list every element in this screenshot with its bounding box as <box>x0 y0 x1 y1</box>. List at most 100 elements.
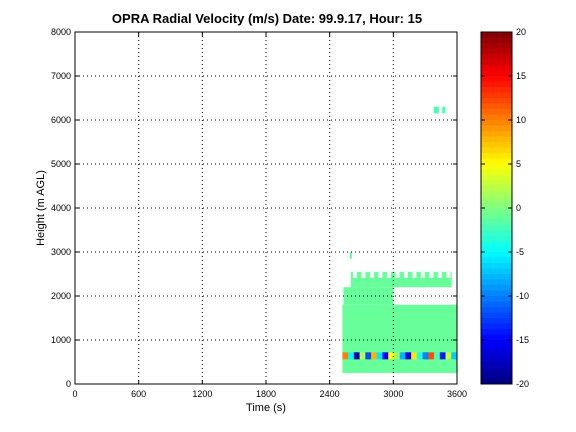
gap-cell-10 <box>437 271 442 278</box>
velocity-region-0 <box>342 304 457 373</box>
y-tick-label-5000: 5000 <box>51 159 71 169</box>
velocity-region-3 <box>349 252 352 259</box>
stripe-cell-6 <box>376 352 383 360</box>
colorbar-band-25 <box>481 169 512 176</box>
colorbar-band-54 <box>481 329 512 335</box>
stripe-cell-0 <box>342 352 349 360</box>
y-tick-label-3000: 3000 <box>51 247 71 257</box>
x-axis-label: Time (s) <box>246 402 286 414</box>
velocity-region-1 <box>343 287 394 305</box>
velocity-region-2 <box>350 271 452 288</box>
y-tick-label-8000: 8000 <box>51 27 71 37</box>
colorbar-band-31 <box>481 202 512 209</box>
colorbar-band-4 <box>481 54 512 60</box>
stripe-cell-17 <box>439 352 446 360</box>
colorbar-band-10 <box>481 87 512 93</box>
colorbar-band-63 <box>481 378 512 385</box>
stripe-cell-13 <box>416 352 423 360</box>
x-tick-label-3000: 3000 <box>383 389 403 399</box>
colorbar-band-12 <box>481 98 512 104</box>
colorbar-band-24 <box>481 164 512 170</box>
gap-cell-1 <box>361 271 366 278</box>
colorbar-band-51 <box>481 312 512 319</box>
stripe-cell-12 <box>411 352 418 360</box>
stripe-cell-19 <box>451 352 458 360</box>
chart-title: OPRA Radial Velocity (m/s) Date: 99.9.17… <box>112 11 422 26</box>
stripe-cell-9 <box>393 352 400 360</box>
colorbar-band-40 <box>481 252 512 258</box>
colorbar-band-37 <box>481 235 512 242</box>
gap-cell-9 <box>429 271 434 278</box>
stripe-cell-8 <box>388 352 395 360</box>
colorbar-band-62 <box>481 373 512 379</box>
colorbar-band-30 <box>481 197 512 203</box>
colorbar-band-17 <box>481 125 512 132</box>
gap-cell-8 <box>420 271 425 278</box>
colorbar-label--5: -5 <box>516 247 524 257</box>
gap-cell-2 <box>369 271 374 278</box>
y-tick-label-6000: 6000 <box>51 115 71 125</box>
colorbar-label-5: 5 <box>516 159 521 169</box>
colorbar-band-44 <box>481 274 512 280</box>
colorbar-band-59 <box>481 356 512 363</box>
colorbar-band-1 <box>481 37 512 44</box>
gap-cell-7 <box>412 271 417 278</box>
colorbar-band-19 <box>481 136 512 143</box>
colorbar-band-22 <box>481 153 512 159</box>
colorbar-band-21 <box>481 147 512 154</box>
colorbar-band-33 <box>481 213 512 220</box>
stripe-cell-1 <box>348 352 355 360</box>
x-tick-label-1200: 1200 <box>192 389 212 399</box>
colorbar-band-38 <box>481 241 512 247</box>
colorbar-band-5 <box>481 59 512 66</box>
stripe-cell-15 <box>428 352 435 360</box>
colorbar-band-61 <box>481 367 512 374</box>
colorbar-band-16 <box>481 120 512 126</box>
x-tick-label-2400: 2400 <box>320 389 340 399</box>
colorbar-label--20: -20 <box>516 379 529 389</box>
colorbar-label-10: 10 <box>516 115 526 125</box>
y-tick-label-4000: 4000 <box>51 203 71 213</box>
colorbar-band-55 <box>481 334 512 341</box>
colorbar-band-36 <box>481 230 512 236</box>
gap-cell-11 <box>446 271 451 278</box>
colorbar-band-26 <box>481 175 512 181</box>
y-axis-label: Height (m AGL) <box>35 170 47 246</box>
stripe-cell-11 <box>405 352 412 360</box>
colorbar-band-43 <box>481 268 512 275</box>
heatmap-cells <box>342 106 458 373</box>
colorbar-band-11 <box>481 92 512 99</box>
stripe-cell-4 <box>365 352 372 360</box>
y-tick-label-0: 0 <box>66 379 71 389</box>
colorbar-label--10: -10 <box>516 291 529 301</box>
colorbar-band-0 <box>481 32 512 38</box>
colorbar-band-49 <box>481 301 512 308</box>
colorbar-band-23 <box>481 158 512 165</box>
colorbar-band-57 <box>481 345 512 352</box>
y-tick-label-1000: 1000 <box>51 335 71 345</box>
colorbar-label-20: 20 <box>516 27 526 37</box>
colorbar-band-48 <box>481 296 512 302</box>
stripe-cell-14 <box>422 352 429 360</box>
colorbar-band-39 <box>481 246 512 253</box>
grid-lines <box>75 32 457 384</box>
colorbar-band-42 <box>481 263 512 269</box>
stripe-cell-3 <box>359 352 366 360</box>
gap-cell-0 <box>353 271 358 278</box>
colorbar-band-46 <box>481 285 512 291</box>
x-tick-label-3600: 3600 <box>447 389 467 399</box>
colorbar-label-15: 15 <box>516 71 526 81</box>
x-tick-label-0: 0 <box>72 389 77 399</box>
colorbar-band-15 <box>481 114 512 121</box>
colorbar-band-53 <box>481 323 512 330</box>
colorbar-band-28 <box>481 186 512 192</box>
colorbar-band-60 <box>481 362 512 368</box>
gap-cell-3 <box>378 271 383 278</box>
colorbar: 20 15 10 5 0 -5 -10 -15 -20 <box>480 27 529 389</box>
colorbar-band-27 <box>481 180 512 187</box>
colorbar-band-6 <box>481 65 512 71</box>
plot-area: 0 600 1200 1800 2400 3000 3600 0 1000 2000 3000 400… <box>51 27 467 399</box>
stripe-cell-10 <box>399 352 406 360</box>
colorbar-band-20 <box>481 142 512 148</box>
